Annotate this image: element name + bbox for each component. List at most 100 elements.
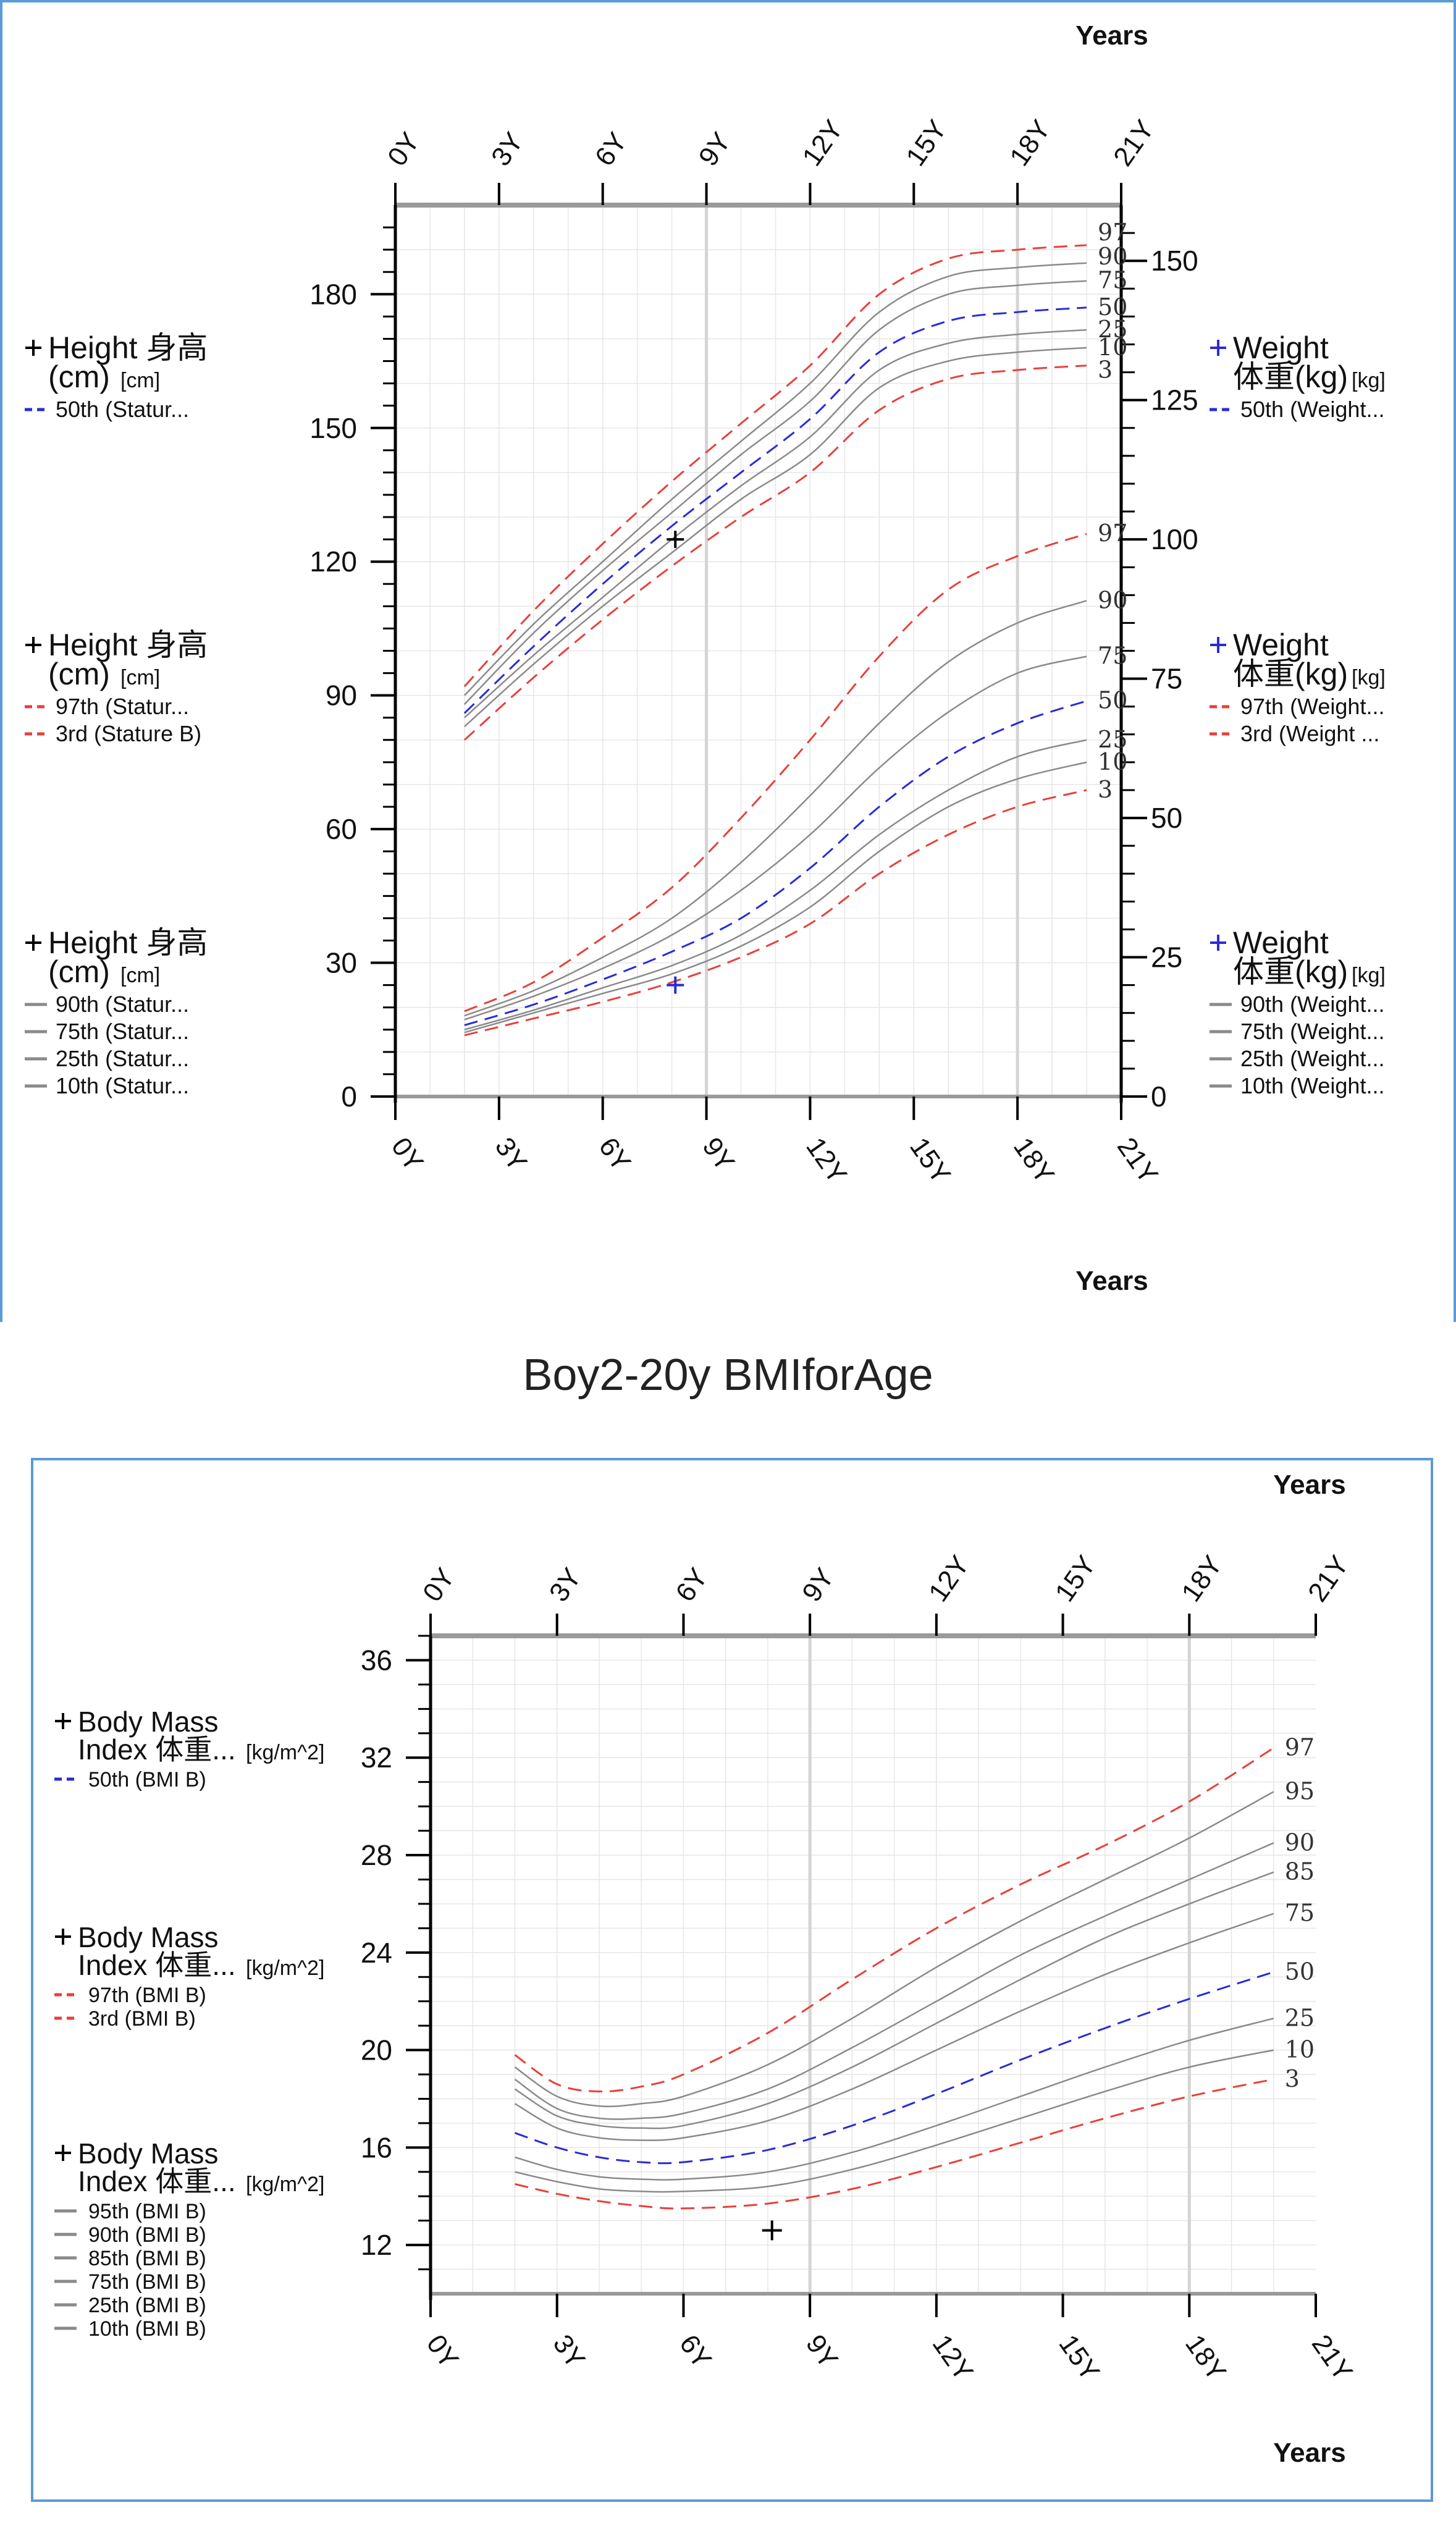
y-tick-label: 20 bbox=[361, 2034, 392, 2066]
legend-title: Body Mass bbox=[78, 1921, 219, 1953]
y-tick-label: 32 bbox=[361, 1741, 392, 1774]
legend-title-line2: 体重(kg) bbox=[1233, 360, 1348, 394]
weight-curve-p97 bbox=[464, 533, 1087, 1013]
growth-chart-panel bbox=[0, 0, 1456, 1322]
stature-curve-p3 bbox=[463, 364, 1087, 741]
top-tick-label: 18Y bbox=[1176, 1550, 1228, 1607]
legend-item-label: 3rd (Stature B) bbox=[56, 721, 201, 746]
bottom-tick-label: 6Y bbox=[673, 2330, 717, 2374]
stature-percentile-label: 10 bbox=[1098, 334, 1127, 361]
left-tick-label: 150 bbox=[309, 412, 357, 444]
legend-title: Height 身高 bbox=[48, 628, 208, 662]
right-tick-label: 75 bbox=[1151, 663, 1182, 695]
stature-curve-p10 bbox=[464, 347, 1087, 728]
legend-item-label: 90th (BMI B) bbox=[88, 2223, 206, 2247]
stature-percentile-label: 75 bbox=[1098, 267, 1127, 294]
right-tick-label: 25 bbox=[1151, 941, 1182, 974]
legend-item-label: 25th (BMI B) bbox=[88, 2294, 206, 2317]
legend-item-label: 97th (BMI B) bbox=[88, 1984, 206, 2007]
legend-title-line2: (cm) bbox=[48, 954, 110, 989]
stature-curve-p97 bbox=[463, 244, 1087, 688]
legend-item-label: 90th (Statur... bbox=[56, 991, 189, 1017]
legend-unit: [kg/m^2] bbox=[246, 2173, 324, 2196]
weight-curve-p90 bbox=[464, 600, 1087, 1017]
left-tick-label: 180 bbox=[309, 278, 357, 310]
bmi-legend-plus bbox=[55, 2145, 71, 2161]
stature-percentile-label: 97 bbox=[1098, 219, 1127, 246]
y-tick-label: 12 bbox=[361, 2229, 392, 2261]
bmi-curve-p95 bbox=[514, 1791, 1274, 2108]
bmi-percentile-label: 95 bbox=[1285, 1777, 1315, 1804]
bmi-percentile-label: 25 bbox=[1285, 2004, 1315, 2031]
legend-unit: [kg] bbox=[1352, 369, 1386, 392]
legend-item-label: 50th (Weight... bbox=[1240, 397, 1384, 422]
top-tick-label: 3Y bbox=[544, 1563, 587, 1607]
stature-percentile-label: 3 bbox=[1098, 356, 1113, 384]
weight-curve-p25 bbox=[464, 739, 1087, 1031]
stature-curve-p25 bbox=[464, 329, 1087, 718]
bmi-measurement-marker bbox=[762, 2220, 782, 2241]
bmi-curve-p75 bbox=[514, 1913, 1274, 2141]
height-legend-plus bbox=[25, 637, 41, 653]
legend-item-label: 97th (Statur... bbox=[56, 694, 189, 719]
right-tick-label: 0 bbox=[1151, 1080, 1167, 1113]
y-tick-label: 28 bbox=[361, 1839, 392, 1871]
legend-item-label: 95th (BMI B) bbox=[88, 2200, 206, 2223]
legend-item-label: 50th (Statur... bbox=[56, 397, 189, 422]
weight-percentile-label: 50 bbox=[1098, 687, 1127, 714]
legend-title-line2: Index 体重... bbox=[78, 1733, 236, 1766]
weight-measurement-marker bbox=[667, 976, 684, 994]
top-tick-label: 0Y bbox=[417, 1563, 461, 1607]
legend-unit: [kg/m^2] bbox=[246, 1741, 324, 1764]
legend-item-label: 97th (Weight... bbox=[1240, 694, 1384, 719]
height-legend-plus bbox=[25, 935, 41, 951]
weight-curve-p50 bbox=[464, 700, 1087, 1027]
stature-percentile-label: 90 bbox=[1098, 243, 1127, 270]
bmi-percentile-label: 75 bbox=[1285, 1900, 1315, 1927]
bmi-chart-title: Boy2-20y BMIforAge bbox=[523, 1350, 933, 1400]
legend-item-label: 10th (BMI B) bbox=[88, 2317, 206, 2341]
legend-item-label: 25th (Weight... bbox=[1240, 1046, 1384, 1071]
height-measurement-marker bbox=[667, 531, 684, 549]
stature-curve-p50 bbox=[463, 306, 1087, 714]
left-tick-label: 60 bbox=[326, 813, 357, 845]
bottom-tick-label: 15Y bbox=[1053, 2330, 1105, 2386]
legend-item-label: 75th (BMI B) bbox=[88, 2270, 206, 2294]
legend-item-label: 25th (Statur... bbox=[56, 1046, 189, 1071]
stature-curve-p75 bbox=[464, 280, 1087, 705]
right-tick-label: 125 bbox=[1151, 384, 1198, 416]
legend-title: Weight bbox=[1233, 925, 1329, 960]
bottom-tick-label: 21Y bbox=[1306, 2330, 1358, 2386]
x-axis-title-bottom: Years bbox=[1273, 2438, 1345, 2468]
weight-percentile-label: 75 bbox=[1098, 642, 1127, 670]
weight-curve-p75 bbox=[464, 655, 1087, 1021]
legend-item-label: 85th (BMI B) bbox=[88, 2247, 206, 2270]
legend-item-label: 75th (Weight... bbox=[1240, 1019, 1384, 1044]
legend-item-label: 50th (BMI B) bbox=[88, 1768, 206, 1791]
x-axis-title-top: Years bbox=[1075, 20, 1148, 51]
weight-percentile-label: 10 bbox=[1098, 748, 1127, 775]
weight-curve-p3 bbox=[464, 789, 1087, 1037]
weight-legend-plus bbox=[1210, 935, 1226, 951]
weight-percentile-label: 3 bbox=[1098, 776, 1113, 803]
bmi-curve-p25 bbox=[515, 2018, 1274, 2181]
weight-curve-p10 bbox=[464, 761, 1087, 1034]
top-tick-label: 21Y bbox=[1302, 1550, 1355, 1607]
weight-percentile-label: 90 bbox=[1098, 586, 1127, 613]
left-tick-label: 0 bbox=[341, 1080, 357, 1113]
legend-item-label: 3rd (Weight ... bbox=[1240, 721, 1379, 746]
bmi-curve-p10 bbox=[515, 2049, 1274, 2193]
y-tick-label: 24 bbox=[361, 1937, 392, 1969]
bmi-percentile-label: 85 bbox=[1285, 1858, 1315, 1885]
bmi-percentile-label: 10 bbox=[1285, 2036, 1315, 2063]
bottom-tick-label: 3Y bbox=[547, 2330, 591, 2374]
legend-title-line2: (cm) bbox=[48, 360, 110, 394]
legend-item-label: 75th (Statur... bbox=[56, 1019, 189, 1044]
y-tick-label: 16 bbox=[361, 2131, 392, 2163]
bottom-tick-label: 12Y bbox=[927, 2330, 979, 2386]
legend-item-label: 10th (Weight... bbox=[1240, 1073, 1384, 1098]
top-tick-label: 9Y bbox=[796, 1563, 840, 1607]
right-tick-label: 150 bbox=[1151, 245, 1198, 277]
bmi-legend-plus bbox=[55, 1713, 71, 1729]
